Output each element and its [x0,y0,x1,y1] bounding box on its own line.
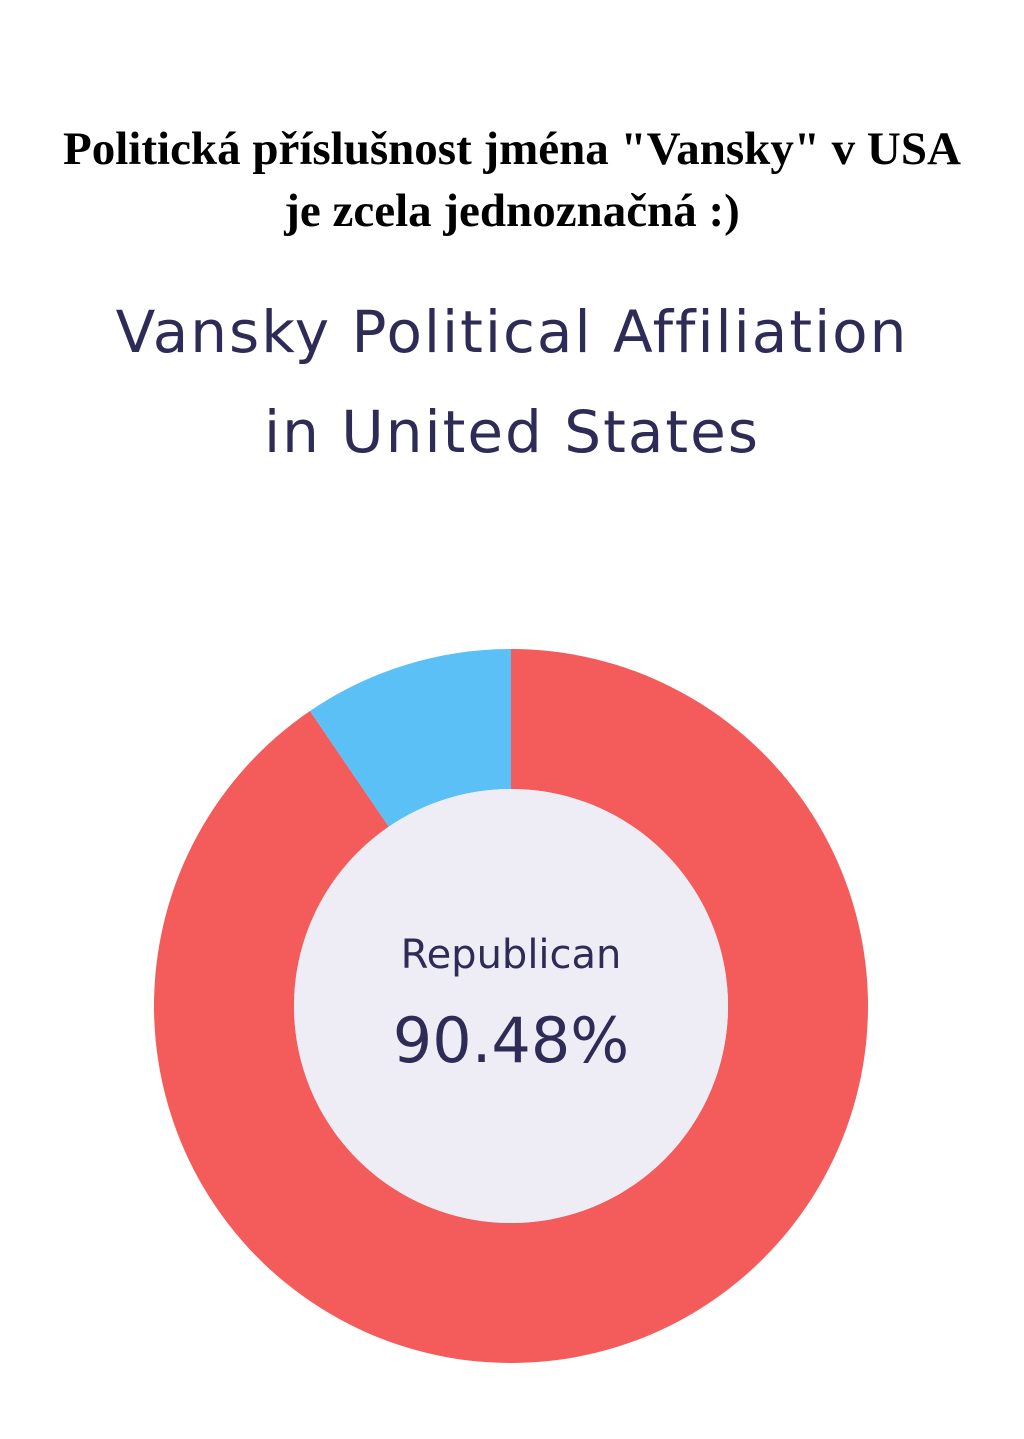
chart-title-line-2: in United States [263,398,761,466]
donut-slice-other-1 [309,649,511,827]
donut-slices [153,649,868,1363]
center-series-label: Republican [401,932,622,978]
donut-hole [294,789,728,1223]
image-caption: Politická příslušnost jména "Vansky" v U… [0,118,1024,242]
chart-title: Vansky Political Affiliation in United S… [0,282,1024,482]
caption-line-2: je zcela jednoznačná :) [284,185,740,237]
chart-title-line-1: Vansky Political Affiliation [115,298,909,366]
center-value-label: 90.48% [393,1004,629,1077]
donut-slice-republican [153,649,868,1363]
caption-line-1: Politická příslušnost jména "Vansky" v U… [63,123,961,175]
